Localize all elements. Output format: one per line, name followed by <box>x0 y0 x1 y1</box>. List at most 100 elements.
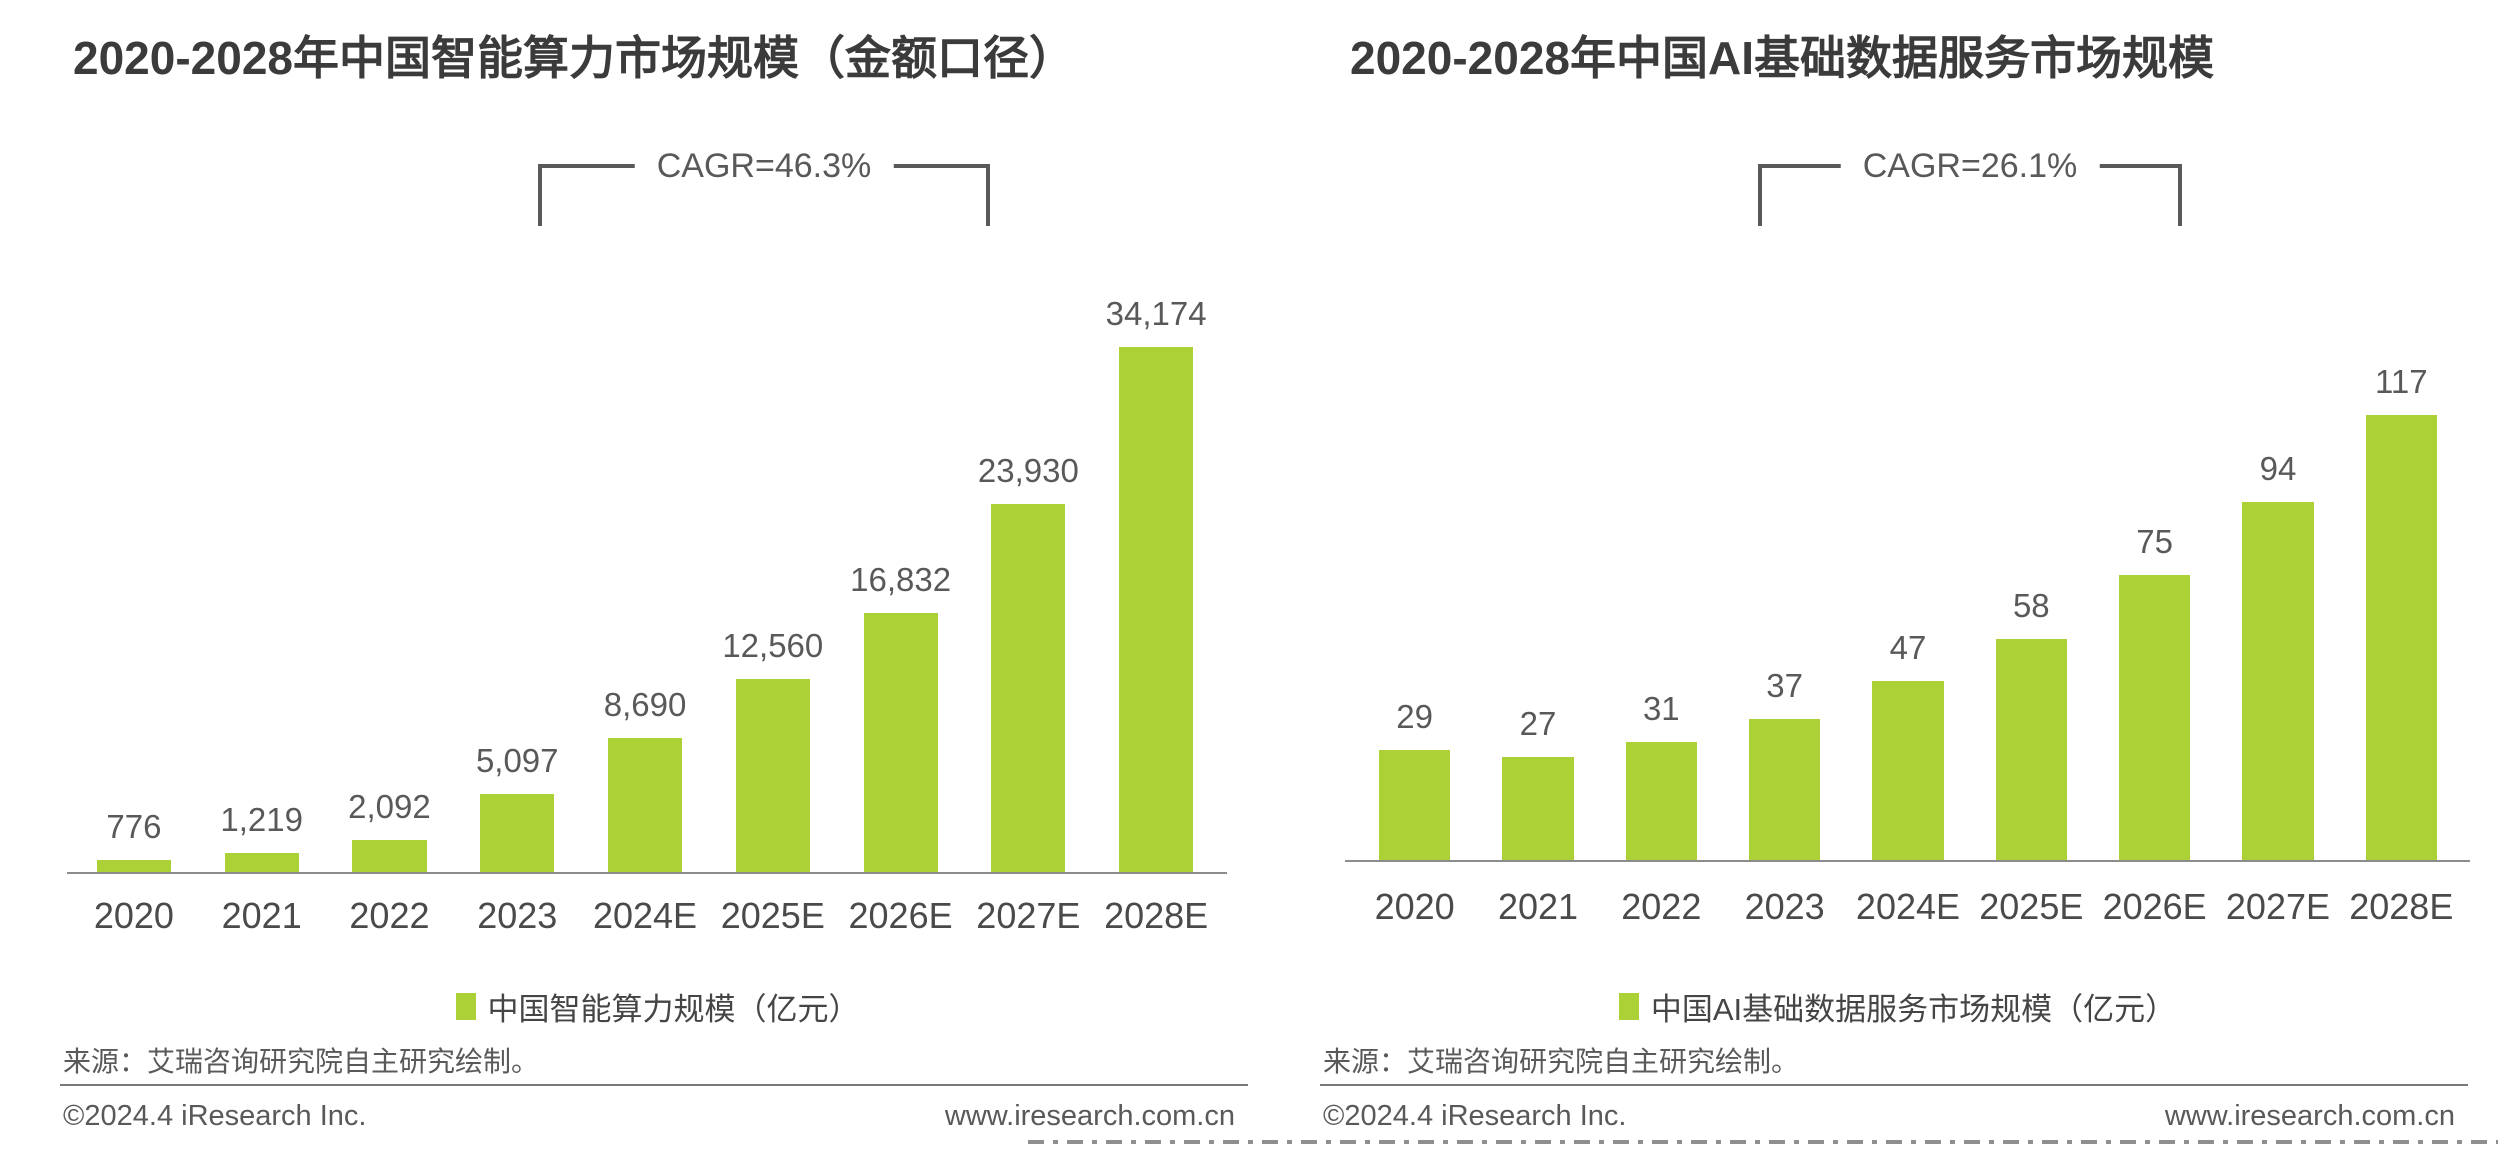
chart-title: 2020-2028年中国智能算力市场规模（金额口径） <box>73 32 1075 84</box>
x-axis-label: 2023 <box>477 895 558 936</box>
legend-swatch <box>455 993 476 1020</box>
bar <box>1995 639 2068 860</box>
bar-value-label: 29 <box>1396 698 1434 735</box>
chart-panel-intelligent-computing: 2020-2028年中国智能算力市场规模（金额口径） CAGR=46.3% 77… <box>55 0 1260 1162</box>
x-axis-label: 2022 <box>349 895 430 936</box>
x-axis-line <box>1345 860 2470 862</box>
bar <box>2365 415 2438 860</box>
bar <box>352 840 427 872</box>
bar <box>96 860 171 872</box>
x-axis-label: 2027E <box>976 895 1081 936</box>
copyright-text: ©2024.4 iResearch Inc. <box>63 1100 367 1132</box>
bar-value-label: 23,930 <box>977 452 1079 489</box>
bar-column: 2,092 <box>326 347 454 872</box>
x-axis-labels: 2020 2021 2022 2023 2024E 2025E 2026E 2027E 2028… <box>1353 886 2463 928</box>
x-axis-label: 2021 <box>221 895 302 936</box>
bar-value-label: 117 <box>2374 363 2428 400</box>
bar-plot: 29 27 31 37 47 58 75 94 117 <box>1353 363 2463 860</box>
bar-column: 94 <box>2216 415 2339 860</box>
bar-column: 29 <box>1353 415 1476 860</box>
bar <box>1502 757 1574 860</box>
bar <box>991 504 1066 872</box>
x-axis-label: 2025E <box>1979 886 2084 927</box>
bar-value-label: 1,219 <box>220 801 303 838</box>
x-axis-label: 2026E <box>848 895 953 936</box>
bar-value-label: 16,832 <box>850 561 952 598</box>
x-axis-label: 2022 <box>1621 886 1702 927</box>
chart-panel-ai-data-services: 2020-2028年中国AI基础数据服务市场规模 CAGR=26.1% 29 27… <box>1315 0 2480 1162</box>
bar-column: 23,930 <box>964 347 1092 872</box>
legend: 中国智能算力规模（亿元） <box>55 984 1260 1029</box>
bottom-dash-dot-line <box>1028 1140 2498 1144</box>
bar-plot: 776 1,219 2,092 5,097 8,690 12,560 16,832 23,93… <box>70 295 1220 872</box>
bar <box>1119 347 1194 872</box>
bar-value-label: 8,690 <box>603 686 687 723</box>
source-note: 来源：艾瑞咨询研究院自主研究绘制。 <box>63 1046 540 1077</box>
bar-value-label: 75 <box>2136 523 2173 560</box>
bar <box>2242 502 2314 860</box>
x-axis-label: 2026E <box>2102 886 2207 927</box>
x-axis-label: 2027E <box>2225 886 2331 927</box>
website-url: www.iresearch.com.cn <box>2164 1100 2455 1132</box>
x-axis-label: 2024E <box>592 895 698 936</box>
x-axis-label: 2028E <box>2349 886 2454 927</box>
website-url: www.iresearch.com.cn <box>944 1100 1235 1132</box>
bar <box>224 853 299 872</box>
bar-value-label: 2,092 <box>348 788 431 825</box>
cagr-bracket: CAGR=46.3% <box>538 144 990 226</box>
legend-swatch <box>1618 993 1639 1020</box>
legend-label: 中国AI基础数据服务市场规模（亿元） <box>1650 992 2177 1027</box>
bar-value-label: 776 <box>106 808 162 845</box>
source-note: 来源：艾瑞咨询研究院自主研究绘制。 <box>1323 1046 1800 1077</box>
bar-value-label: 58 <box>2012 587 2050 624</box>
cagr-label: CAGR=46.3% <box>634 144 894 188</box>
bar <box>607 738 683 872</box>
bar-column: 75 <box>2093 415 2216 860</box>
bar-column: 776 <box>70 347 198 872</box>
bar-column: 34,174 <box>1092 295 1220 872</box>
bar-column: 27 <box>1476 415 1599 860</box>
x-axis-label: 2020 <box>1374 886 1455 927</box>
x-axis-label: 2025E <box>720 895 825 936</box>
bar-value-label: 27 <box>1519 705 1557 742</box>
bar-value-label: 47 <box>1889 629 1927 666</box>
bar <box>1378 750 1451 860</box>
bar-value-label: 34,174 <box>1105 295 1207 332</box>
x-axis-line <box>67 872 1227 874</box>
legend: 中国AI基础数据服务市场规模（亿元） <box>1315 984 2480 1029</box>
bar-column: 31 <box>1600 415 1723 860</box>
cagr-label: CAGR=26.1% <box>1840 144 2100 188</box>
footer-bar: ©2024.4 iResearch Inc. www.iresearch.com… <box>63 1100 1235 1133</box>
bar-column: 16,832 <box>837 347 965 872</box>
bar <box>480 794 555 872</box>
copyright-text: ©2024.4 iResearch Inc. <box>1323 1100 1627 1132</box>
footer-divider <box>60 1084 1248 1086</box>
chart-title: 2020-2028年中国AI基础数据服务市场规模 <box>1350 32 2214 84</box>
footer-divider <box>1320 1084 2468 1086</box>
bar-value-label: 94 <box>2259 450 2297 487</box>
cagr-bracket: CAGR=26.1% <box>1758 144 2182 226</box>
bar-column: 117 <box>2340 363 2463 860</box>
bar-column: 58 <box>1970 415 2093 860</box>
bar <box>735 679 810 872</box>
bar <box>863 613 938 872</box>
x-axis-label: 2024E <box>1855 886 1961 927</box>
bar-value-label: 37 <box>1766 667 1803 704</box>
x-axis-label: 2020 <box>93 895 174 936</box>
bar-value-label: 31 <box>1642 690 1680 727</box>
bar-value-label: 12,560 <box>722 627 824 664</box>
bar-column: 12,560 <box>709 347 837 872</box>
bar-value-label: 5,097 <box>475 742 559 779</box>
bar-column: 1,219 <box>198 347 326 872</box>
bar <box>1872 681 1944 860</box>
bar <box>1748 719 1821 860</box>
footer-bar: ©2024.4 iResearch Inc. www.iresearch.com… <box>1323 1100 2455 1133</box>
x-axis-label: 2021 <box>1497 886 1579 927</box>
x-axis-label: 2023 <box>1744 886 1825 927</box>
bar-column: 37 <box>1723 415 1846 860</box>
bar-column: 47 <box>1846 415 1969 860</box>
bar <box>1625 742 1698 860</box>
x-axis-labels: 2020 2021 2022 2023 2024E 2025E 2026E 2027E 2028… <box>70 895 1220 937</box>
bar-column: 8,690 <box>581 347 709 872</box>
